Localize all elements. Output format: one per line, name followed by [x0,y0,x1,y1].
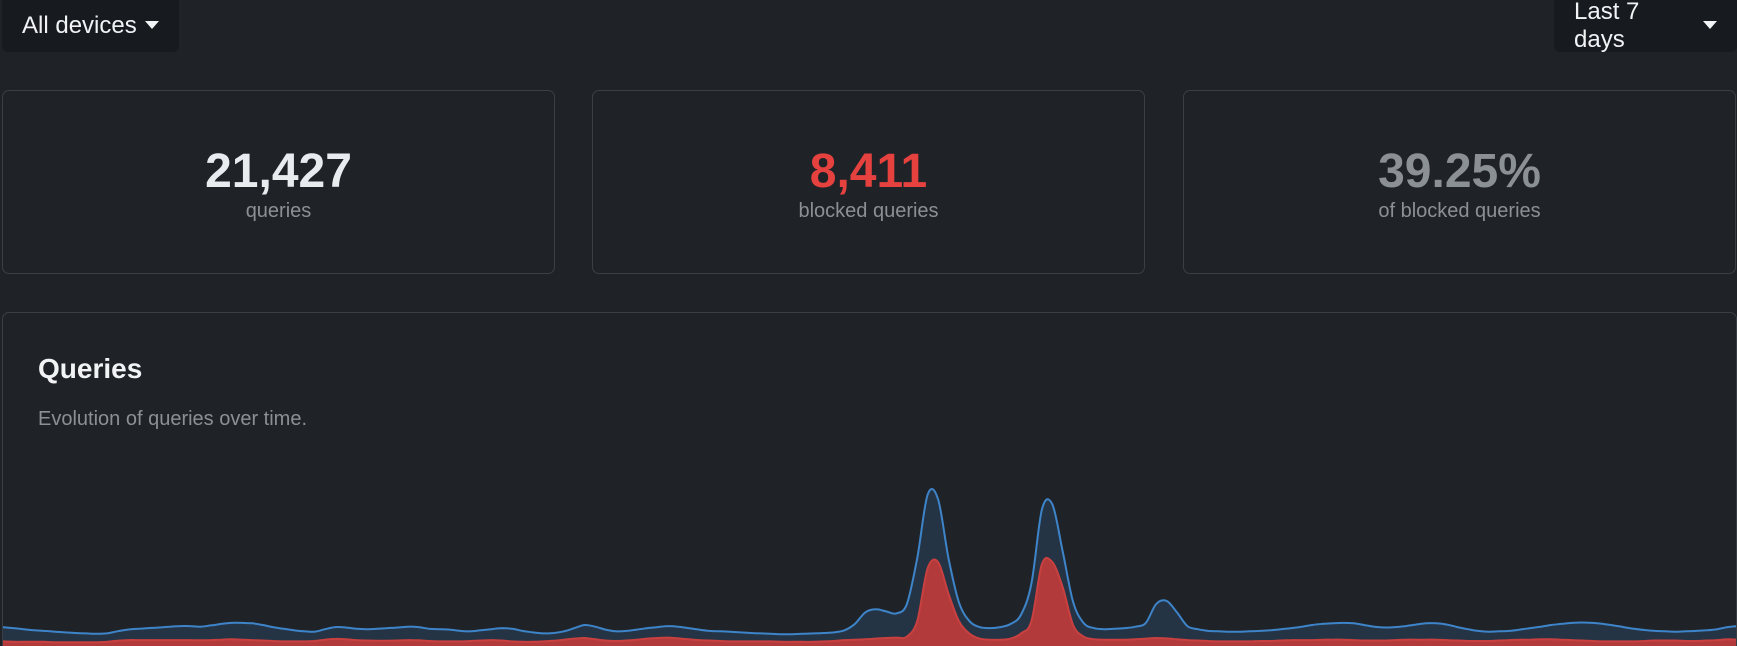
blocked-queries-count-label: blocked queries [798,199,939,222]
chart-title: Queries [38,353,143,384]
time-range-dropdown[interactable]: Last 7 days [1554,0,1737,53]
blocked-percent-label: of blocked queries [1378,199,1541,222]
queries-chart [3,488,1736,646]
devices-dropdown[interactable]: All devices [2,0,179,52]
blocked-queries-count: 8,411 [809,144,928,198]
blocked-queries-stat-card: 8,411 blocked queries [592,90,1145,274]
queries-chart-card: Queries Evolution of queries over time. [2,312,1737,646]
queries-stat-card: 21,427 queries [2,90,555,274]
caret-down-icon [144,21,159,29]
blocked-percent-stat-card: 39.25% of blocked queries [1183,90,1736,274]
caret-down-icon [1703,21,1717,29]
queries-count-label: queries [245,199,312,222]
blocked-queries-line [3,556,1736,644]
blocked-percent-value: 39.25% [1378,144,1541,198]
total-queries-line [3,488,1736,636]
time-range-dropdown-label: Last 7 days [1574,0,1640,53]
devices-dropdown-label: All devices [22,12,137,39]
queries-count: 21,427 [205,144,352,198]
total-queries-area [3,489,1736,646]
chart-subtitle: Evolution of queries over time. [38,408,308,430]
